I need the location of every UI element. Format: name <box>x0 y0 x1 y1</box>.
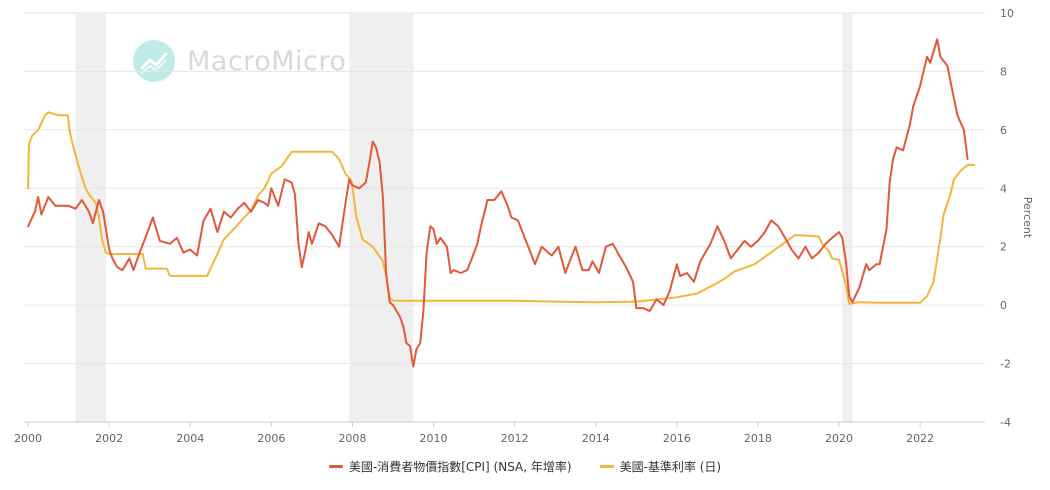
legend-label-cpi: 美國-消費者物價指數[CPI] (NSA, 年增率) <box>348 460 572 474</box>
legend-label-rate: 美國-基準利率 (日) <box>619 460 722 474</box>
y-tick-label-4: 4 <box>1000 182 1007 195</box>
macromicro-logo-icon <box>133 40 175 82</box>
x-tick-label-2020: 2020 <box>825 432 853 445</box>
y-tick-label-0: 0 <box>1000 299 1007 312</box>
x-tick-label-2010: 2010 <box>420 432 448 445</box>
x-tick-label-2018: 2018 <box>744 432 772 445</box>
grid-lines <box>24 12 985 423</box>
y-tick-label--4: -4 <box>1000 416 1011 429</box>
legend-item-cpi[interactable]: 美國-消費者物價指數[CPI] (NSA, 年增率) <box>328 458 572 475</box>
legend-swatch-cpi <box>328 465 343 468</box>
x-tick-label-2006: 2006 <box>257 432 285 445</box>
legend-item-rate[interactable]: 美國-基準利率 (日) <box>599 458 722 475</box>
recession-shading <box>75 13 853 422</box>
y-tick-label-6: 6 <box>1000 124 1007 137</box>
x-tick-label-2004: 2004 <box>176 432 204 445</box>
y-axis-title: Percent <box>1021 197 1034 239</box>
x-tick-label-2016: 2016 <box>663 432 691 445</box>
y-tick-label--2: -2 <box>1000 358 1011 371</box>
axes: 2000 2002 2004 2006 2008 2010 2012 2014 2016 2018… <box>14 7 1014 445</box>
series-line-cpi <box>27 38 969 368</box>
legend-swatch-rate <box>599 465 614 468</box>
recession-band-1 <box>349 13 414 422</box>
x-tick-label-2014: 2014 <box>582 432 610 445</box>
series-line-rate <box>27 111 976 305</box>
y-tick-label-2: 2 <box>1000 241 1007 254</box>
x-tick-label-2008: 2008 <box>338 432 366 445</box>
recession-band-2 <box>842 13 853 422</box>
x-tick-label-2022: 2022 <box>906 432 934 445</box>
y-tick-label-10: 10 <box>1000 7 1014 20</box>
line-chart: 2000 2002 2004 2006 2008 2010 2012 2014 2016 2018… <box>14 7 1034 445</box>
series-lines <box>27 38 976 368</box>
x-tick-label-2012: 2012 <box>501 432 529 445</box>
y-tick-label-8: 8 <box>1000 65 1007 78</box>
x-tick-label-2000: 2000 <box>14 432 42 445</box>
x-tick-label-2002: 2002 <box>95 432 123 445</box>
legend: 美國-消費者物價指數[CPI] (NSA, 年增率) 美國-基準利率 (日) <box>0 458 1050 475</box>
